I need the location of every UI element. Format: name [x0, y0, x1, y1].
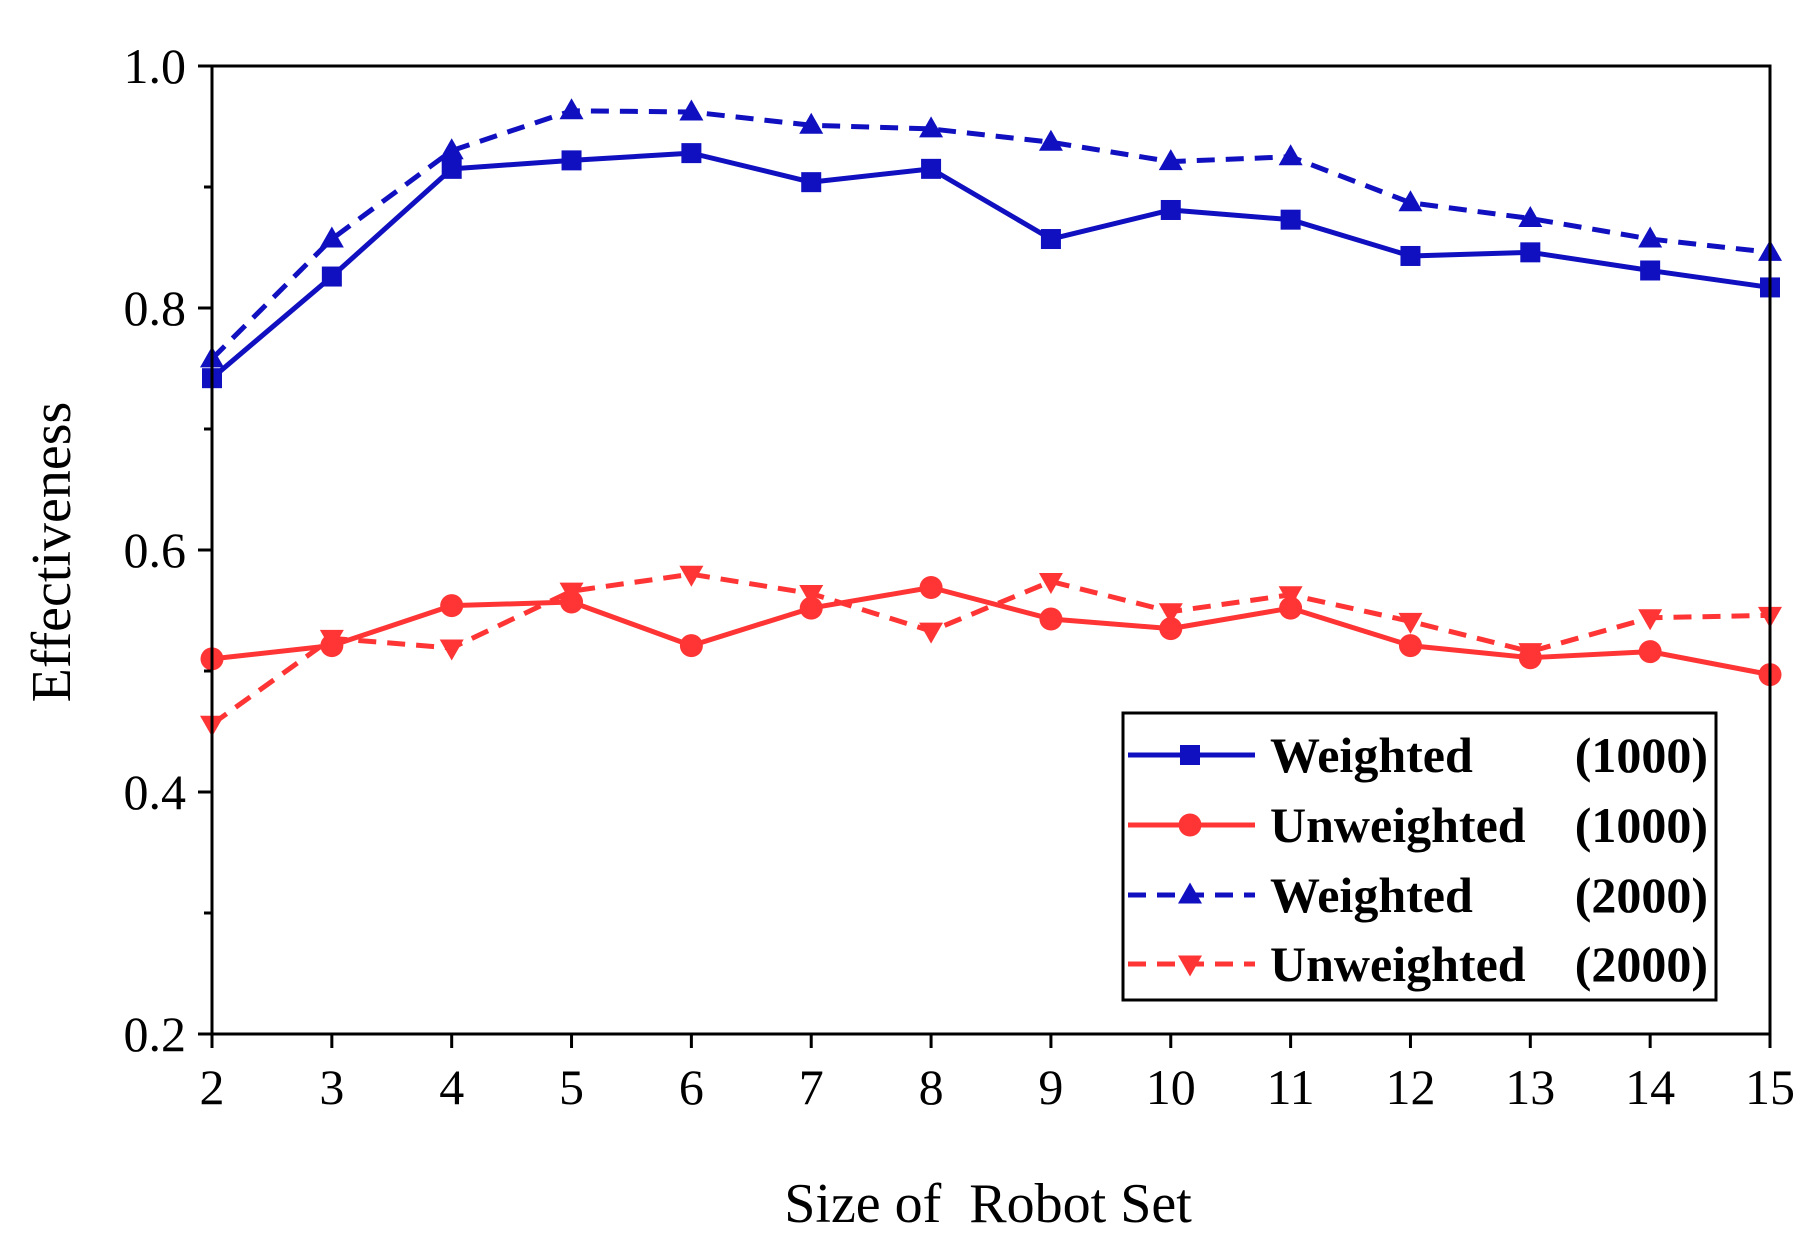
x-tick-label: 6 — [679, 1059, 704, 1115]
series-line — [210, 150, 1771, 381]
data-point — [1520, 242, 1541, 263]
legend-label: Unweighted — [1270, 936, 1526, 992]
legend-label: Unweighted — [1270, 797, 1526, 853]
data-point — [439, 138, 464, 160]
x-tick-label: 15 — [1745, 1059, 1795, 1115]
data-point — [1640, 260, 1661, 281]
legend-entry: Unweighted (1000) — [1128, 797, 1708, 853]
legend-label: Weighted — [1270, 727, 1473, 783]
data-point — [559, 582, 584, 604]
data-point — [440, 594, 464, 618]
y-tick-label: 0.6 — [124, 522, 187, 578]
data-point — [321, 266, 342, 287]
x-tick-label: 7 — [799, 1059, 824, 1115]
data-point — [919, 622, 944, 644]
data-point — [439, 639, 464, 661]
x-tick-label: 5 — [559, 1059, 584, 1115]
legend-entry: Unweighted (2000) — [1128, 936, 1708, 992]
series-2 — [200, 98, 1782, 368]
data-point — [1038, 129, 1063, 151]
data-point — [561, 150, 582, 171]
data-point — [1038, 572, 1063, 594]
legend-marker — [1178, 955, 1202, 977]
data-point — [1638, 640, 1662, 664]
data-point — [1039, 607, 1063, 631]
data-point — [1638, 226, 1663, 248]
legend-box — [1121, 711, 1718, 1002]
data-point — [799, 585, 824, 607]
data-point — [1040, 229, 1061, 250]
data-point — [1400, 245, 1421, 266]
series-0 — [202, 143, 1780, 389]
series-line — [211, 585, 1771, 678]
y-tick-label: 0.4 — [124, 764, 187, 820]
legend: Weighted (1000) Unweighted (1000) Weighted (2… — [1121, 711, 1718, 1002]
legend-marker — [1178, 882, 1202, 904]
data-point — [679, 99, 704, 121]
x-tick-label: 10 — [1146, 1059, 1196, 1115]
data-point — [681, 143, 702, 164]
legend-param: (1000) — [1575, 797, 1708, 853]
x-tick-label: 14 — [1625, 1059, 1675, 1115]
legend-label: Weighted — [1270, 867, 1473, 923]
data-point — [1279, 596, 1303, 620]
data-point — [1518, 643, 1543, 665]
data-point — [679, 634, 703, 658]
series-line — [210, 571, 1771, 727]
data-point — [919, 576, 943, 600]
y-axis-title: Effectiveness — [21, 402, 83, 703]
data-point — [1158, 603, 1183, 625]
data-point — [1278, 144, 1303, 166]
data-point — [319, 226, 344, 248]
data-point — [441, 158, 462, 179]
series-1 — [200, 576, 1782, 687]
y-tick-label: 0.2 — [124, 1006, 187, 1062]
data-point — [1638, 609, 1663, 631]
data-point — [1398, 190, 1423, 212]
legend-param: (1000) — [1575, 727, 1708, 783]
series-layer — [200, 98, 1782, 737]
data-point — [919, 116, 944, 138]
x-tick-label: 11 — [1267, 1059, 1315, 1115]
x-tick-label: 3 — [319, 1059, 344, 1115]
data-point — [1158, 149, 1183, 171]
data-point — [1398, 612, 1423, 634]
series-line — [210, 108, 1771, 361]
data-point — [921, 158, 942, 179]
x-tick-label: 12 — [1385, 1059, 1435, 1115]
data-point — [801, 172, 822, 193]
data-point — [319, 629, 344, 651]
y-tick-label: 1.0 — [124, 38, 187, 94]
x-tick-label: 9 — [1038, 1059, 1063, 1115]
legend-entry: Weighted (1000) — [1128, 727, 1708, 783]
legend-param: (2000) — [1575, 867, 1708, 923]
data-point — [1280, 209, 1301, 230]
legend-marker — [1178, 813, 1202, 837]
y-tick-label: 0.8 — [124, 280, 187, 336]
data-point — [799, 596, 823, 620]
series-3 — [200, 565, 1782, 737]
x-tick-label: 2 — [200, 1059, 225, 1115]
data-point — [1160, 199, 1181, 220]
legend-param: (2000) — [1575, 936, 1708, 992]
x-tick-label: 4 — [439, 1059, 464, 1115]
data-point — [1398, 634, 1422, 658]
data-point — [799, 112, 824, 134]
legend-marker — [1180, 745, 1200, 765]
x-tick-label: 8 — [919, 1059, 944, 1115]
data-point — [1278, 586, 1303, 608]
x-axis-title: Size of Robot Set — [784, 1173, 1192, 1235]
data-point — [559, 98, 584, 120]
data-point — [1159, 617, 1183, 641]
x-tick-label: 13 — [1505, 1059, 1555, 1115]
data-point — [1518, 205, 1543, 227]
axis-layer: 2 3 4 5 6 7 8 9 10 11 12 13 14 15 0.2 0.4 0.6 0.8 1.0 — [124, 38, 1796, 1115]
legend-entry: Weighted (2000) — [1128, 867, 1708, 923]
data-point — [679, 565, 704, 587]
